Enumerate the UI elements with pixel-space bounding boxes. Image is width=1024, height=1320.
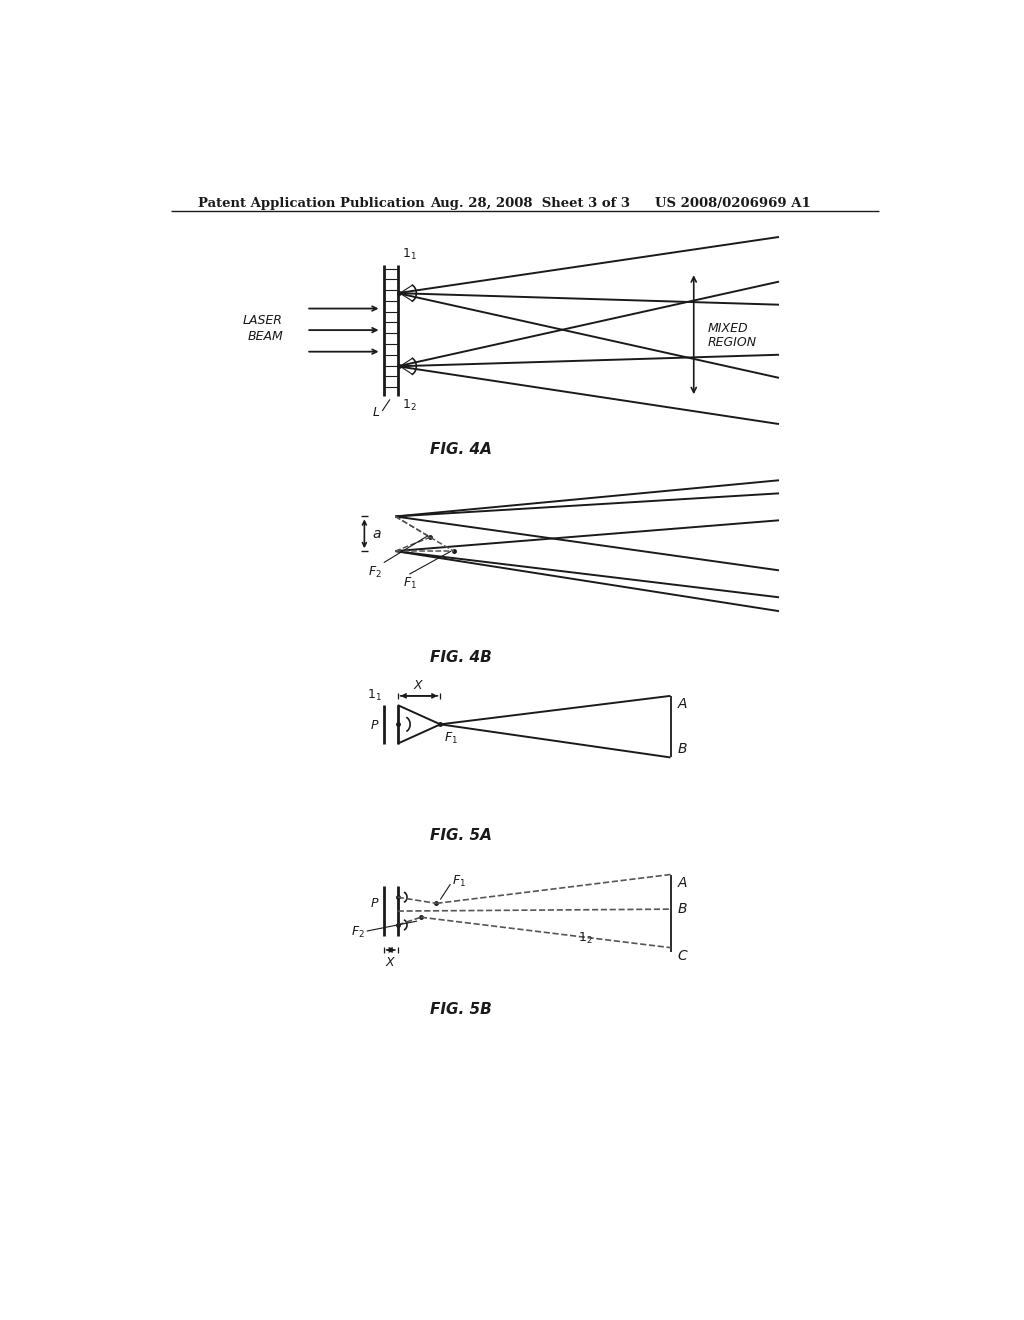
Text: $C$: $C$ xyxy=(677,949,688,964)
Text: LASER: LASER xyxy=(243,314,283,327)
Text: Patent Application Publication: Patent Application Publication xyxy=(198,197,425,210)
Text: $X$: $X$ xyxy=(385,956,396,969)
Text: US 2008/0206969 A1: US 2008/0206969 A1 xyxy=(655,197,811,210)
Text: $F_2$: $F_2$ xyxy=(350,925,365,940)
Text: $a$: $a$ xyxy=(372,527,382,541)
Text: $X$: $X$ xyxy=(414,678,425,692)
Text: FIG. 4B: FIG. 4B xyxy=(430,649,493,665)
Text: $1_2$: $1_2$ xyxy=(578,931,592,946)
Text: $A$: $A$ xyxy=(677,697,688,711)
Text: $F_1$: $F_1$ xyxy=(403,576,417,591)
Text: Aug. 28, 2008  Sheet 3 of 3: Aug. 28, 2008 Sheet 3 of 3 xyxy=(430,197,630,210)
Text: $1_1$: $1_1$ xyxy=(401,247,417,263)
Text: $B$: $B$ xyxy=(677,902,687,916)
Text: $1_2$: $1_2$ xyxy=(401,397,417,413)
Text: $P$: $P$ xyxy=(371,896,380,909)
Text: BEAM: BEAM xyxy=(247,330,283,343)
Text: $F_1$: $F_1$ xyxy=(444,730,458,746)
Text: $A$: $A$ xyxy=(677,876,688,890)
Text: $1_1$: $1_1$ xyxy=(367,688,381,702)
Text: $P$: $P$ xyxy=(371,719,380,733)
Text: FIG. 4A: FIG. 4A xyxy=(430,442,493,457)
Text: $B$: $B$ xyxy=(677,742,687,756)
Text: FIG. 5A: FIG. 5A xyxy=(430,829,493,843)
Text: $F_1$: $F_1$ xyxy=(452,874,466,890)
Text: FIG. 5B: FIG. 5B xyxy=(430,1002,493,1016)
Text: $L$: $L$ xyxy=(372,407,380,418)
Text: $F_2$: $F_2$ xyxy=(368,565,381,579)
Text: MIXED
REGION: MIXED REGION xyxy=(708,322,757,350)
